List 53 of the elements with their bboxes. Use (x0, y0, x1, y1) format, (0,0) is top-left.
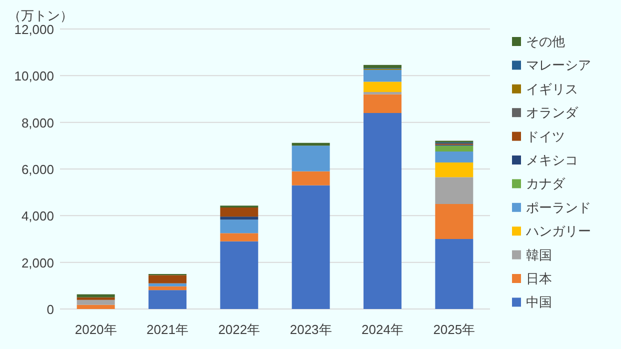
bar (364, 64, 402, 68)
bar (76, 304, 115, 309)
bar (220, 233, 258, 242)
legend-label: マレーシア (526, 58, 591, 73)
legend-label: 韓国 (526, 247, 552, 262)
y-tick-label: 0 (46, 302, 54, 317)
x-tick-label: 2024年 (362, 322, 404, 337)
legend-label: ポーランド (526, 200, 591, 215)
bar (435, 177, 474, 204)
bar (435, 152, 474, 162)
bar (220, 241, 258, 309)
y-tick-label: 6,000 (21, 162, 54, 177)
bar (148, 286, 186, 290)
y-axis-title: （万トン） (8, 8, 73, 23)
legend-label: 中国 (526, 294, 552, 310)
x-tick-label: 2022年 (218, 322, 260, 337)
bar (364, 113, 402, 309)
y-tick-label: 10,000 (14, 68, 54, 84)
bar (292, 171, 330, 186)
bar (148, 290, 186, 309)
bar (435, 162, 474, 178)
bar (76, 297, 115, 300)
bar (292, 185, 330, 309)
legend-label: イギリス (526, 81, 578, 96)
legend-label: メキシコ (526, 152, 578, 168)
bar (76, 300, 115, 305)
bar (220, 208, 258, 217)
y-tick-label: 8,000 (21, 115, 54, 130)
bar (364, 70, 402, 82)
legend-label: その他 (526, 34, 565, 49)
bar (435, 146, 474, 152)
bar (435, 204, 474, 239)
bar (148, 275, 186, 284)
x-tick-label: 2025年 (433, 322, 476, 337)
x-tick-label: 2023年 (290, 322, 332, 337)
legend-label: オランダ (526, 105, 579, 120)
bar (76, 294, 115, 298)
legend-label: ドイツ (526, 128, 565, 144)
legend-label: 日本 (526, 271, 552, 286)
y-tick-label: 12,000 (14, 22, 54, 37)
bar (148, 283, 186, 286)
bar (435, 239, 474, 309)
x-tick-label: 2021年 (146, 322, 188, 337)
bar (220, 220, 258, 234)
bar (292, 146, 330, 172)
bar (220, 216, 258, 220)
y-tick-label: 4,000 (21, 208, 54, 224)
y-tick-label: 2,000 (21, 255, 54, 270)
bar (364, 82, 402, 92)
bar (364, 94, 402, 113)
x-tick-label: 2020年 (74, 322, 117, 337)
legend-label: ハンガリー (525, 224, 591, 239)
legend-label: カナダ (526, 176, 566, 192)
